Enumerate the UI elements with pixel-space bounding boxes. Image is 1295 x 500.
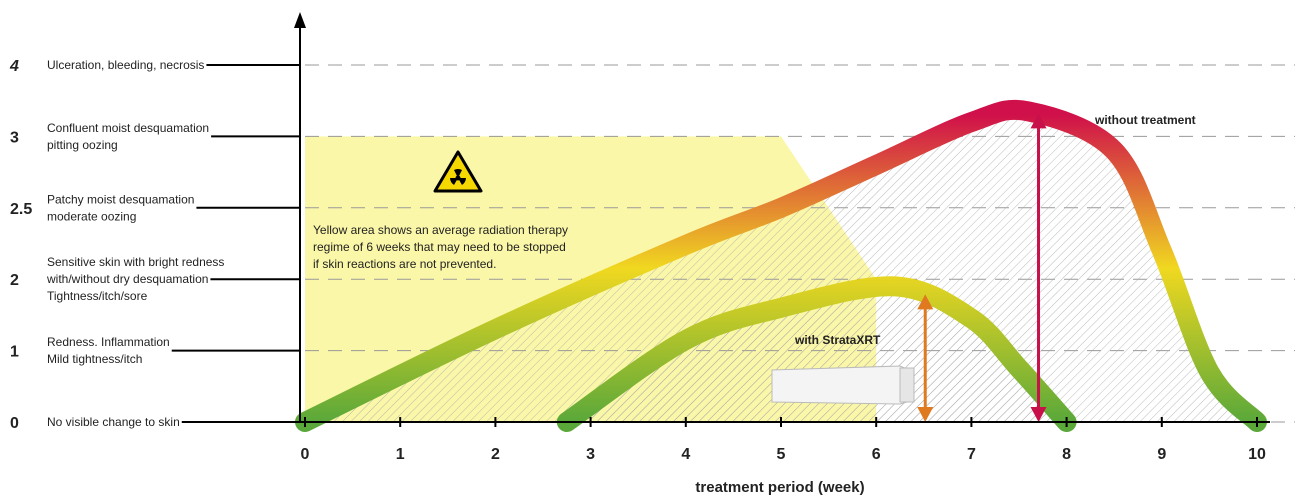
x-tick-label: 8 <box>1062 446 1071 463</box>
x-tick-label: 9 <box>1157 446 1166 463</box>
x-tick-label: 3 <box>586 446 595 463</box>
x-tick-label: 0 <box>301 446 310 463</box>
level-description: pitting oozing <box>47 138 118 152</box>
level-description: moderate oozing <box>47 209 136 223</box>
y-tick-label: 2.5 <box>10 201 32 218</box>
level-description: Ulceration, bleeding, necrosis <box>47 58 204 72</box>
x-tick-label: 1 <box>396 446 405 463</box>
level-description: Sensitive skin with bright redness <box>47 255 224 269</box>
chart: 0 No visible change to skin 1 Redness. Infl… <box>0 0 1295 500</box>
y-tick-label: 0 <box>10 415 19 432</box>
x-tick-label: 5 <box>777 446 786 463</box>
level-description: Mild tightness/itch <box>47 352 142 366</box>
level-description: Tightness/itch/sore <box>47 289 148 303</box>
series-label: with StrataXRT <box>794 333 881 347</box>
x-tick-label: 6 <box>872 446 881 463</box>
x-axis-label: treatment period (week) <box>695 479 864 496</box>
annotation: Yellow area shows an average radiation t… <box>313 223 568 237</box>
level-description: Patchy moist desquamation <box>47 192 194 206</box>
annotation: regime of 6 weeks that may need to be st… <box>313 240 566 254</box>
x-tick-label: 4 <box>681 446 690 463</box>
y-axis-arrow <box>294 12 306 28</box>
y-tick-label: 3 <box>10 129 19 146</box>
level-description: Confluent moist desquamation <box>47 121 209 135</box>
level-description: Redness. Inflammation <box>47 335 170 349</box>
product-tube <box>772 366 914 404</box>
series-label: without treatment <box>1094 113 1196 127</box>
y-tick-label: 1 <box>10 344 19 361</box>
x-tick-label: 10 <box>1248 446 1266 463</box>
level-description: No visible change to skin <box>47 415 180 429</box>
x-tick-label: 2 <box>491 446 500 463</box>
y-tick-label: 2 <box>10 272 19 289</box>
y-tick-label: 4 <box>9 58 19 75</box>
x-tick-label: 7 <box>967 446 976 463</box>
level-description: with/without dry desquamation <box>46 272 208 286</box>
annotation: if skin reactions are not prevented. <box>313 257 496 271</box>
